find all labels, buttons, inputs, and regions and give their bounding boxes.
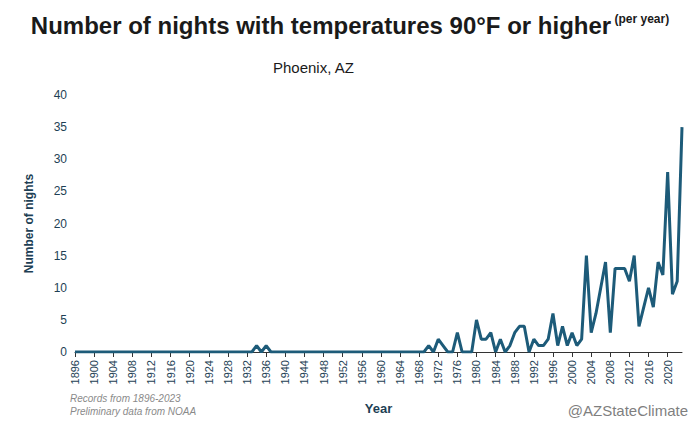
svg-text:1920: 1920: [184, 360, 196, 384]
svg-text:1928: 1928: [222, 360, 234, 384]
svg-text:1980: 1980: [470, 360, 482, 384]
svg-text:Number of nights: Number of nights: [22, 174, 36, 274]
svg-text:1904: 1904: [107, 360, 119, 384]
svg-text:1952: 1952: [337, 360, 349, 384]
svg-text:35: 35: [54, 120, 68, 134]
svg-text:1912: 1912: [145, 360, 157, 384]
svg-text:1964: 1964: [394, 360, 406, 384]
svg-text:1996: 1996: [547, 360, 559, 384]
svg-text:Preliminary data from NOAA: Preliminary data from NOAA: [70, 406, 196, 417]
svg-text:1932: 1932: [241, 360, 253, 384]
svg-text:(per year): (per year): [611, 12, 669, 26]
svg-text:1948: 1948: [318, 360, 330, 384]
svg-text:1916: 1916: [165, 360, 177, 384]
svg-text:1896: 1896: [69, 360, 81, 384]
svg-text:Number of nights with temperat: Number of nights with temperatures 90°F …: [31, 12, 611, 39]
svg-text:1988: 1988: [509, 360, 521, 384]
svg-text:1976: 1976: [451, 360, 463, 384]
svg-text:30: 30: [54, 152, 68, 166]
svg-text:1960: 1960: [375, 360, 387, 384]
svg-text:15: 15: [54, 249, 68, 263]
svg-text:1968: 1968: [413, 360, 425, 384]
svg-text:40: 40: [54, 88, 68, 102]
svg-text:1940: 1940: [279, 360, 291, 384]
svg-text:1956: 1956: [356, 360, 368, 384]
svg-text:Records from 1896-2023: Records from 1896-2023: [70, 393, 181, 404]
svg-text:0: 0: [60, 345, 67, 359]
svg-text:1908: 1908: [126, 360, 138, 384]
svg-text:1900: 1900: [88, 360, 100, 384]
svg-text:2004: 2004: [585, 360, 597, 384]
svg-text:2016: 2016: [643, 360, 655, 384]
svg-text:1944: 1944: [298, 360, 310, 384]
svg-text:2000: 2000: [566, 360, 578, 384]
svg-text:1972: 1972: [432, 360, 444, 384]
svg-text:1924: 1924: [203, 360, 215, 384]
svg-text:10: 10: [54, 281, 68, 295]
svg-text:1936: 1936: [260, 360, 272, 384]
svg-text:2008: 2008: [604, 360, 616, 384]
svg-text:5: 5: [60, 313, 67, 327]
svg-text:1992: 1992: [528, 360, 540, 384]
svg-text:Year: Year: [365, 401, 392, 416]
svg-text:Phoenix, AZ: Phoenix, AZ: [273, 59, 354, 76]
svg-text:20: 20: [54, 217, 68, 231]
svg-text:@AZStateClimate: @AZStateClimate: [568, 402, 688, 419]
svg-text:2020: 2020: [662, 360, 674, 384]
svg-text:2012: 2012: [623, 360, 635, 384]
svg-text:1984: 1984: [490, 360, 502, 384]
svg-text:25: 25: [54, 184, 68, 198]
